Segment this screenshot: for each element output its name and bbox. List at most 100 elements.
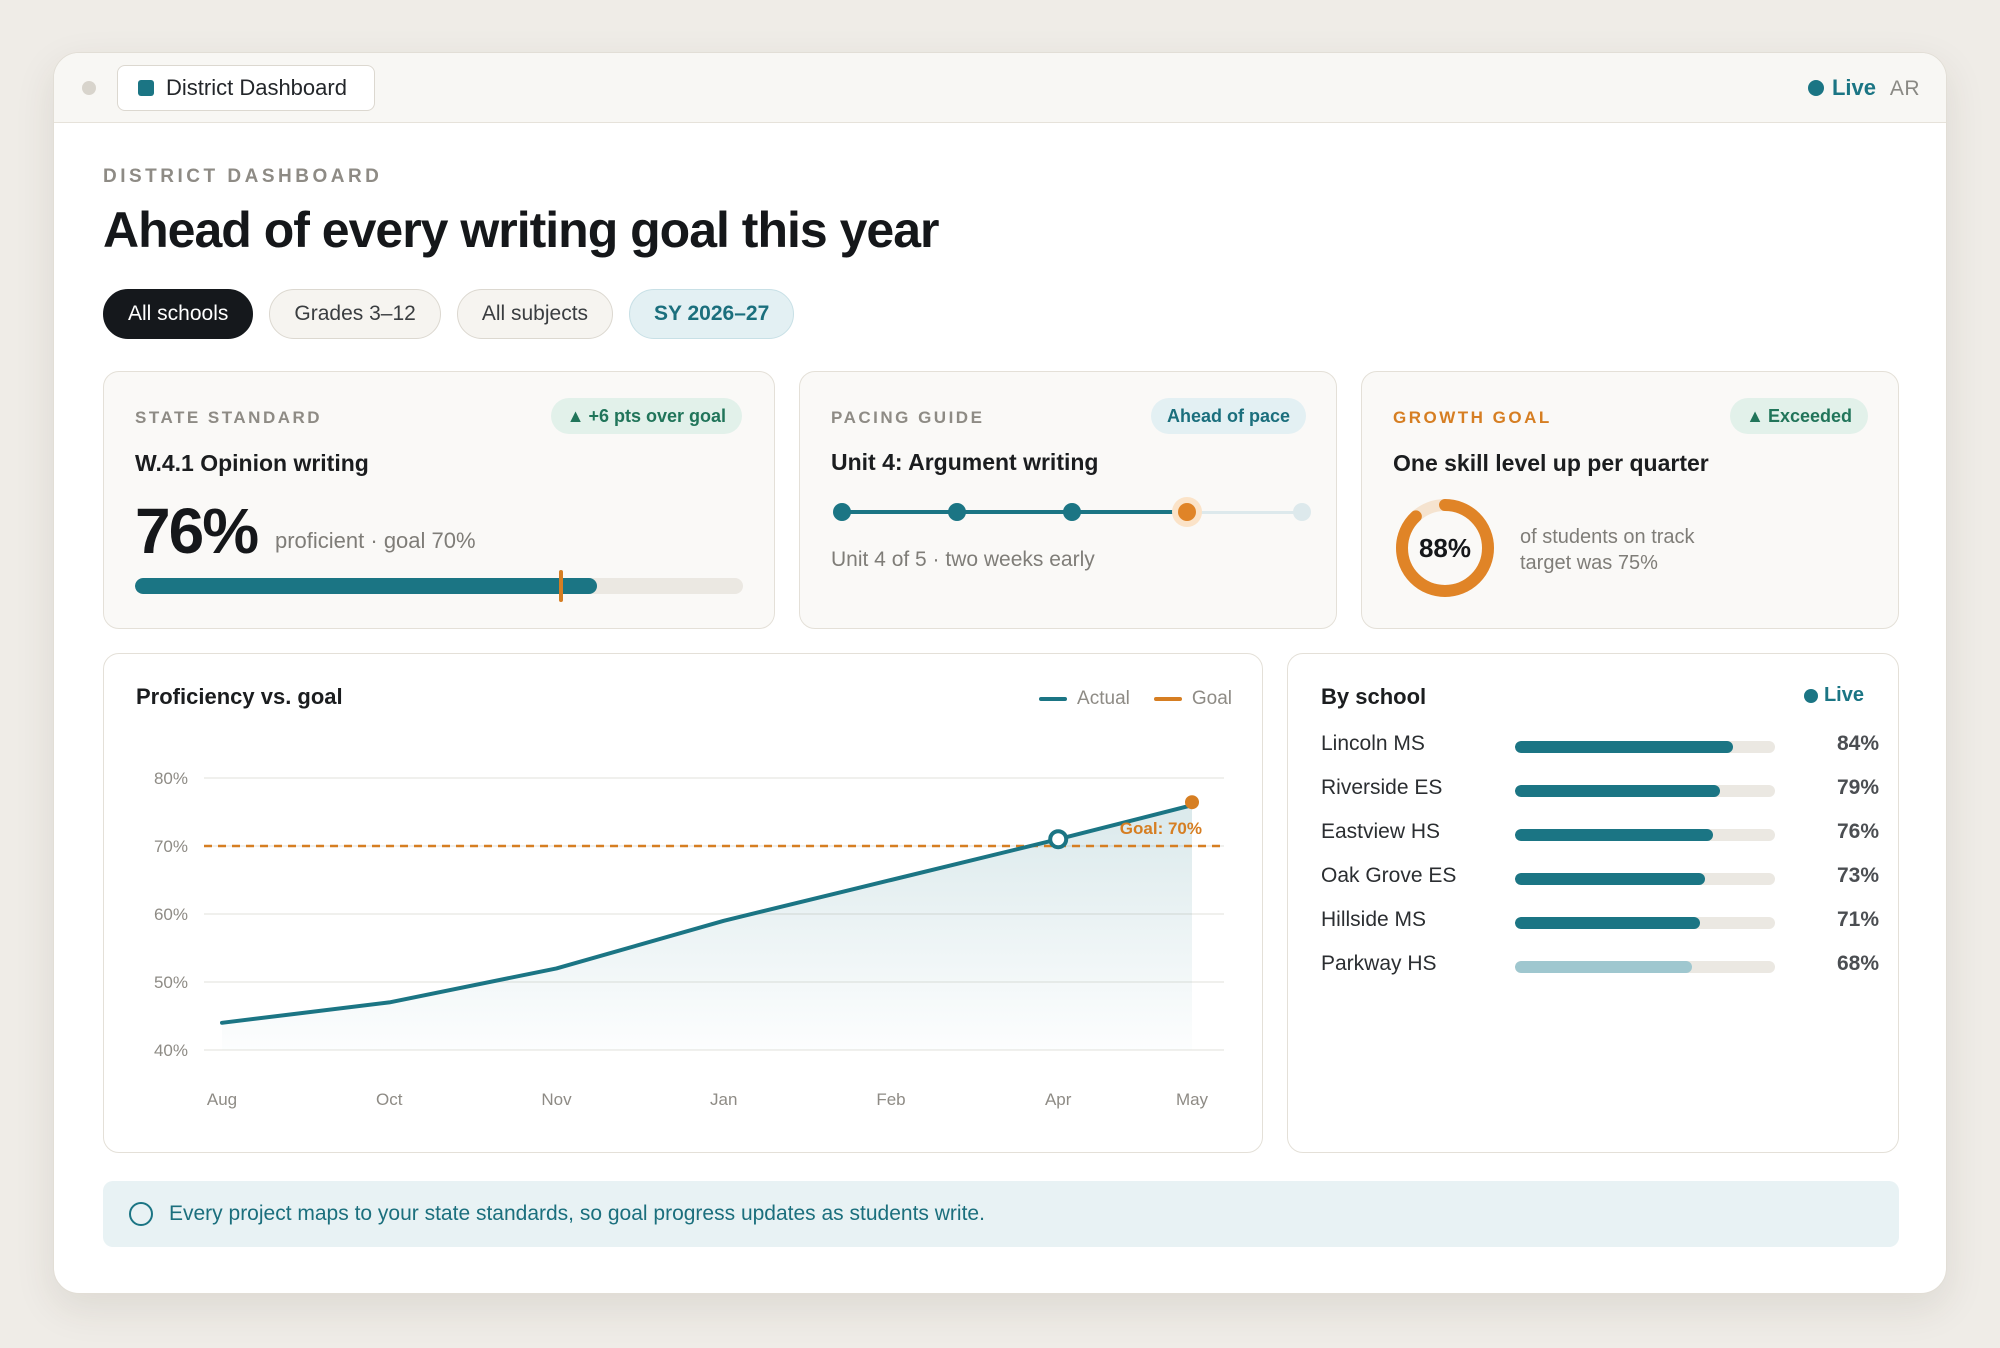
school-bar-track: [1515, 917, 1775, 929]
school-percent: 71%: [1836, 908, 1879, 931]
page-eyebrow: DISTRICT DASHBOARD: [103, 166, 383, 187]
growth-goal-card[interactable]: GROWTH GOAL ▲ Exceeded One skill level u…: [1361, 371, 1899, 629]
title-bar: District Dashboard Live AR: [54, 53, 1946, 123]
live-status-label: Live: [1831, 75, 1876, 100]
live-dot-icon: [1803, 688, 1818, 703]
x-tick-label: Oct: [376, 1090, 403, 1109]
unit-step-3: [1063, 503, 1081, 521]
state-standard-card[interactable]: STATE STANDARD ▲ +6 pts over goal W.4.1 …: [103, 371, 775, 629]
tab-label: District Dashboard: [166, 75, 347, 100]
school-percent: 73%: [1836, 864, 1879, 887]
proficiency-chart-card: Proficiency vs. goal Actual Goal 80% 70% 6…: [103, 653, 1263, 1153]
exceeded-badge-label: Exceeded: [1767, 405, 1852, 426]
legend-goal-swatch: [1153, 697, 1182, 701]
live-dot-icon: [1807, 80, 1824, 96]
school-name: Eastview HS: [1321, 820, 1441, 843]
filter-all-schools[interactable]: All schools: [103, 289, 254, 339]
school-bar-track: [1515, 741, 1775, 753]
line-chart: 80% 70% 60% 50% 40% Aug Oct Nov Jan Feb Apr May Goal…: [154, 769, 1224, 1109]
school-bar-fill: [1515, 785, 1721, 797]
proficiency-progress-track: [135, 578, 743, 594]
school-name: Lincoln MS: [1321, 732, 1425, 755]
unit-step-1: [833, 503, 851, 521]
school-row[interactable]: Lincoln MS 84%: [1321, 732, 1879, 762]
by-school-title: By school: [1321, 684, 1427, 709]
proficiency-value: 76%: [135, 495, 259, 567]
growth-donut: 88%: [1393, 496, 1497, 600]
user-avatar[interactable]: AR: [1889, 77, 1920, 100]
filter-grades[interactable]: Grades 3–12: [269, 289, 441, 339]
standard-title: W.4.1 Opinion writing: [135, 450, 369, 476]
legend-actual: Actual: [1039, 688, 1130, 710]
y-tick-label: 80%: [154, 769, 188, 788]
x-tick-label: Jan: [710, 1090, 737, 1109]
school-bar-fill: [1515, 829, 1713, 841]
trend-up-icon: ▲: [1746, 405, 1764, 426]
dashboard-icon: [138, 80, 154, 96]
pace-badge: Ahead of pace: [1150, 398, 1306, 434]
y-tick-label: 70%: [154, 837, 188, 856]
app-window: District Dashboard Live AR DISTRICT DASH…: [53, 52, 1947, 1294]
x-tick-label: Nov: [541, 1090, 572, 1109]
school-bar-fill: [1515, 741, 1734, 753]
card-label: STATE STANDARD: [135, 408, 323, 427]
school-bar-track: [1515, 873, 1775, 885]
donut-chart: [1396, 499, 1494, 597]
info-icon: [129, 1202, 153, 1226]
unit-title: Unit 4: Argument writing: [831, 449, 1099, 475]
school-row[interactable]: Parkway HS 68%: [1321, 952, 1879, 982]
latest-value-marker: [1185, 795, 1199, 810]
page-title: Ahead of every writing goal this year: [103, 202, 939, 258]
legend-actual-label: Actual: [1077, 688, 1130, 709]
legend-actual-swatch: [1039, 697, 1068, 701]
school-row[interactable]: Hillside MS 71%: [1321, 908, 1879, 938]
school-row[interactable]: Oak Grove ES 73%: [1321, 864, 1879, 894]
goal-label: Goal: 70%: [1120, 819, 1202, 838]
filter-bar: All schools Grades 3–12 All subjects SY …: [103, 289, 795, 339]
y-tick-label: 40%: [154, 1041, 188, 1060]
unit-stepper: [833, 500, 1311, 524]
school-name: Riverside ES: [1321, 776, 1443, 799]
y-tick-label: 50%: [154, 973, 188, 992]
x-tick-label: Apr: [1045, 1090, 1072, 1109]
pacing-guide-card[interactable]: PACING GUIDE Ahead of pace Unit 4: Argum…: [799, 371, 1337, 629]
goal-marker: [558, 570, 563, 602]
school-percent: 84%: [1836, 732, 1879, 755]
school-name: Parkway HS: [1321, 952, 1437, 975]
goal-crossing-marker: [1048, 829, 1069, 850]
school-percent: 76%: [1836, 820, 1879, 843]
by-school-card: By school Live Lincoln MS 84% Riverside ES…: [1287, 653, 1899, 1153]
x-tick-label: Aug: [207, 1090, 237, 1109]
unit-subtext: Unit 4 of 5 · two weeks early: [831, 548, 1095, 571]
live-status: Live: [1807, 75, 1876, 101]
legend-goal: Goal: [1153, 688, 1232, 710]
unit-step-2: [948, 503, 966, 521]
chart-title: Proficiency vs. goal: [136, 684, 343, 709]
window-dot[interactable]: [82, 81, 96, 95]
school-bar-track: [1515, 829, 1775, 841]
school-row[interactable]: Riverside ES 79%: [1321, 776, 1879, 806]
growth-title: One skill level up per quarter: [1393, 450, 1709, 476]
school-bar-fill: [1515, 873, 1705, 885]
by-school-live-label: Live: [1823, 684, 1864, 706]
school-bar-fill: [1515, 961, 1692, 973]
trend-up-icon: ▲: [566, 405, 585, 426]
y-tick-label: 60%: [154, 905, 188, 924]
school-bar-track: [1515, 785, 1775, 797]
unit-step-5: [1293, 503, 1311, 521]
unit-step-4: [1178, 503, 1196, 521]
filter-school-year[interactable]: SY 2026–27: [629, 289, 795, 339]
school-percent: 79%: [1836, 776, 1879, 799]
over-goal-badge: ▲ +6 pts over goal: [550, 398, 742, 434]
info-banner: Every project maps to your state standar…: [103, 1181, 1899, 1247]
proficiency-subtext: proficient · goal 70%: [275, 528, 476, 553]
exceeded-badge: ▲ Exceeded: [1730, 398, 1868, 434]
school-name: Hillside MS: [1321, 908, 1427, 931]
tab-district-dashboard[interactable]: District Dashboard: [117, 65, 375, 111]
filter-subjects[interactable]: All subjects: [456, 289, 614, 339]
growth-caption-line2: target was 75%: [1520, 552, 1658, 574]
school-name: Oak Grove ES: [1321, 864, 1457, 887]
school-row[interactable]: Eastview HS 76%: [1321, 820, 1879, 850]
donut-arc: [1396, 499, 1494, 597]
info-banner-text: Every project maps to your state standar…: [169, 1202, 985, 1225]
